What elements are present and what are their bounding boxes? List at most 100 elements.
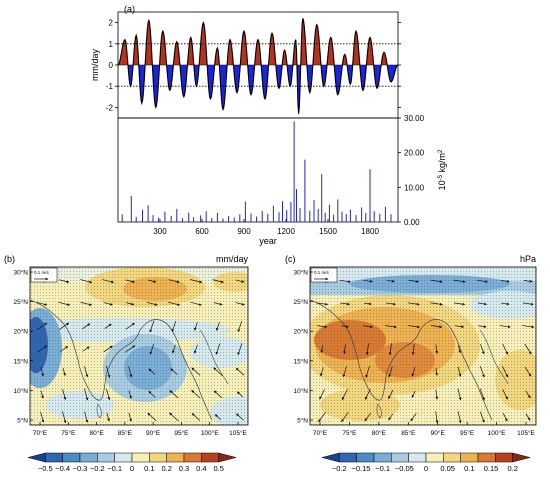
panel-b-colorbar: −0.5 −0.4 −0.3 −0.2 −0.1 0 0.1 0.2 0.3 0.4 0.5 xyxy=(27,452,237,473)
wind-vector xyxy=(453,279,466,283)
wind-vector xyxy=(237,343,243,356)
panel-b-unit: mm/day xyxy=(216,254,249,264)
wind-vector xyxy=(194,322,198,331)
wind-vector xyxy=(149,320,155,333)
wind-vector xyxy=(214,414,221,420)
wind-vector xyxy=(37,345,48,353)
y-tick-label: 2 xyxy=(109,19,114,28)
x-tick-label: 1500 xyxy=(319,227,337,236)
wind-vector xyxy=(386,279,395,283)
colorbar-tick-label: 0.3 xyxy=(179,464,189,473)
lat-tick-label: 10°N xyxy=(13,387,28,395)
wind-vector xyxy=(59,279,70,284)
wind-vector xyxy=(501,302,510,306)
wind-vector xyxy=(80,279,93,284)
wind-vector xyxy=(168,279,180,284)
wind-vector xyxy=(411,391,416,398)
lon-tick-label: 105°E xyxy=(229,429,247,437)
colorbar-swatch xyxy=(131,452,150,463)
wind-vector xyxy=(215,343,221,355)
x-tick-label: 1200 xyxy=(277,227,295,236)
panel-b-label: (b) xyxy=(4,254,15,264)
wind-vector xyxy=(62,411,67,424)
colorbar-tick-label: 0 xyxy=(130,464,134,473)
wind-vector xyxy=(430,325,443,329)
wind-vector xyxy=(236,413,244,421)
colorbar-tick-label: −0.3 xyxy=(73,464,88,473)
panel-b-x-ticks: 70°E 75°E 80°E 85°E 90°E 95°E 100°E 105°E xyxy=(33,422,248,437)
wind-vector xyxy=(364,389,371,400)
wind-vector xyxy=(502,366,509,378)
panel-c-label: (c) xyxy=(285,254,296,264)
wind-vector xyxy=(407,302,420,306)
panel-a-x-ticks: 300 600 900 1200 1500 1800 xyxy=(153,219,379,236)
colorbar-swatch xyxy=(356,452,375,463)
colorbar-tick-label: −0.05 xyxy=(395,464,414,473)
wind-vector xyxy=(128,366,133,378)
colorbar-swatch xyxy=(97,452,115,463)
anomaly-line xyxy=(117,18,399,114)
panel-b-frame xyxy=(29,266,249,426)
wind-vector xyxy=(170,368,178,375)
panel-c-vector-key: 0.1 m/s xyxy=(314,270,330,275)
x-tick-label: 900 xyxy=(237,227,251,236)
wind-vector xyxy=(169,412,179,422)
wind-vector xyxy=(388,343,392,356)
wind-vector xyxy=(388,413,394,421)
wind-vector xyxy=(479,366,485,378)
panel-c-unit: hPa xyxy=(520,254,536,264)
colorbar-tick-label: 0 xyxy=(424,464,428,473)
lon-tick-label: 80°E xyxy=(372,429,387,437)
colorbar-swatch xyxy=(495,452,513,463)
lat-tick-label: 25°N xyxy=(293,298,308,306)
lon-tick-label: 75°E xyxy=(61,429,76,437)
wind-vector xyxy=(103,302,113,306)
wind-vector xyxy=(342,366,347,378)
wind-vector xyxy=(502,389,508,400)
colorbar-tick-label: −0.1 xyxy=(107,464,122,473)
lon-tick-label: 75°E xyxy=(342,429,357,437)
panel-b-map xyxy=(30,267,248,425)
panel-b-vector-key-box xyxy=(30,267,58,283)
wind-vector xyxy=(190,301,202,306)
lat-tick-label: 5°N xyxy=(297,417,308,425)
colorbar-tick-label: 0.4 xyxy=(196,464,206,473)
wind-vector xyxy=(148,279,157,283)
wind-vector xyxy=(319,389,325,400)
wind-vector xyxy=(479,388,485,401)
colorbar-swatch xyxy=(425,452,444,463)
x-tick-label: 600 xyxy=(195,227,209,236)
panel-c-frame xyxy=(309,266,537,426)
positive-anomaly-area xyxy=(118,18,398,65)
wind-vector xyxy=(502,343,509,355)
wind-vector xyxy=(172,344,176,354)
wind-vector xyxy=(407,325,420,329)
wind-vector xyxy=(523,279,533,283)
wind-vector xyxy=(364,412,371,422)
wind-vector xyxy=(500,279,510,283)
wind-vector xyxy=(128,412,132,422)
panel-b: (b) mm/day 0.1 m/s 70°E 75°E 80°E 85°E 90 xyxy=(4,254,249,473)
wind-vector xyxy=(62,367,66,376)
wind-vector xyxy=(40,367,44,377)
panel-a-bars-ylabel: 10-5 kg/m2 xyxy=(437,149,447,190)
wind-vector xyxy=(479,411,485,423)
lon-tick-label: 105°E xyxy=(517,429,535,437)
panel-a-label: (a) xyxy=(124,4,135,14)
colorbar-tick-label: 0.5 xyxy=(213,464,223,473)
colorbar-swatch xyxy=(45,452,63,463)
wind-vector xyxy=(385,302,396,306)
x-tick-label: 1800 xyxy=(361,227,379,236)
lat-tick-label: 10°N xyxy=(293,387,308,395)
colorbar-swatch xyxy=(477,452,496,463)
colorbar-tick-label: 0.1 xyxy=(144,464,154,473)
lat-tick-label: 30°N xyxy=(13,269,28,277)
colorbar-tick-label: −0.1 xyxy=(375,464,390,473)
colorbar-tick-label: −0.2 xyxy=(90,464,105,473)
wind-vector xyxy=(215,322,220,331)
wind-vector xyxy=(148,391,156,398)
wind-vector xyxy=(341,412,349,423)
colorbar-swatch xyxy=(79,452,98,463)
panel-a-bar-marks xyxy=(121,121,392,222)
